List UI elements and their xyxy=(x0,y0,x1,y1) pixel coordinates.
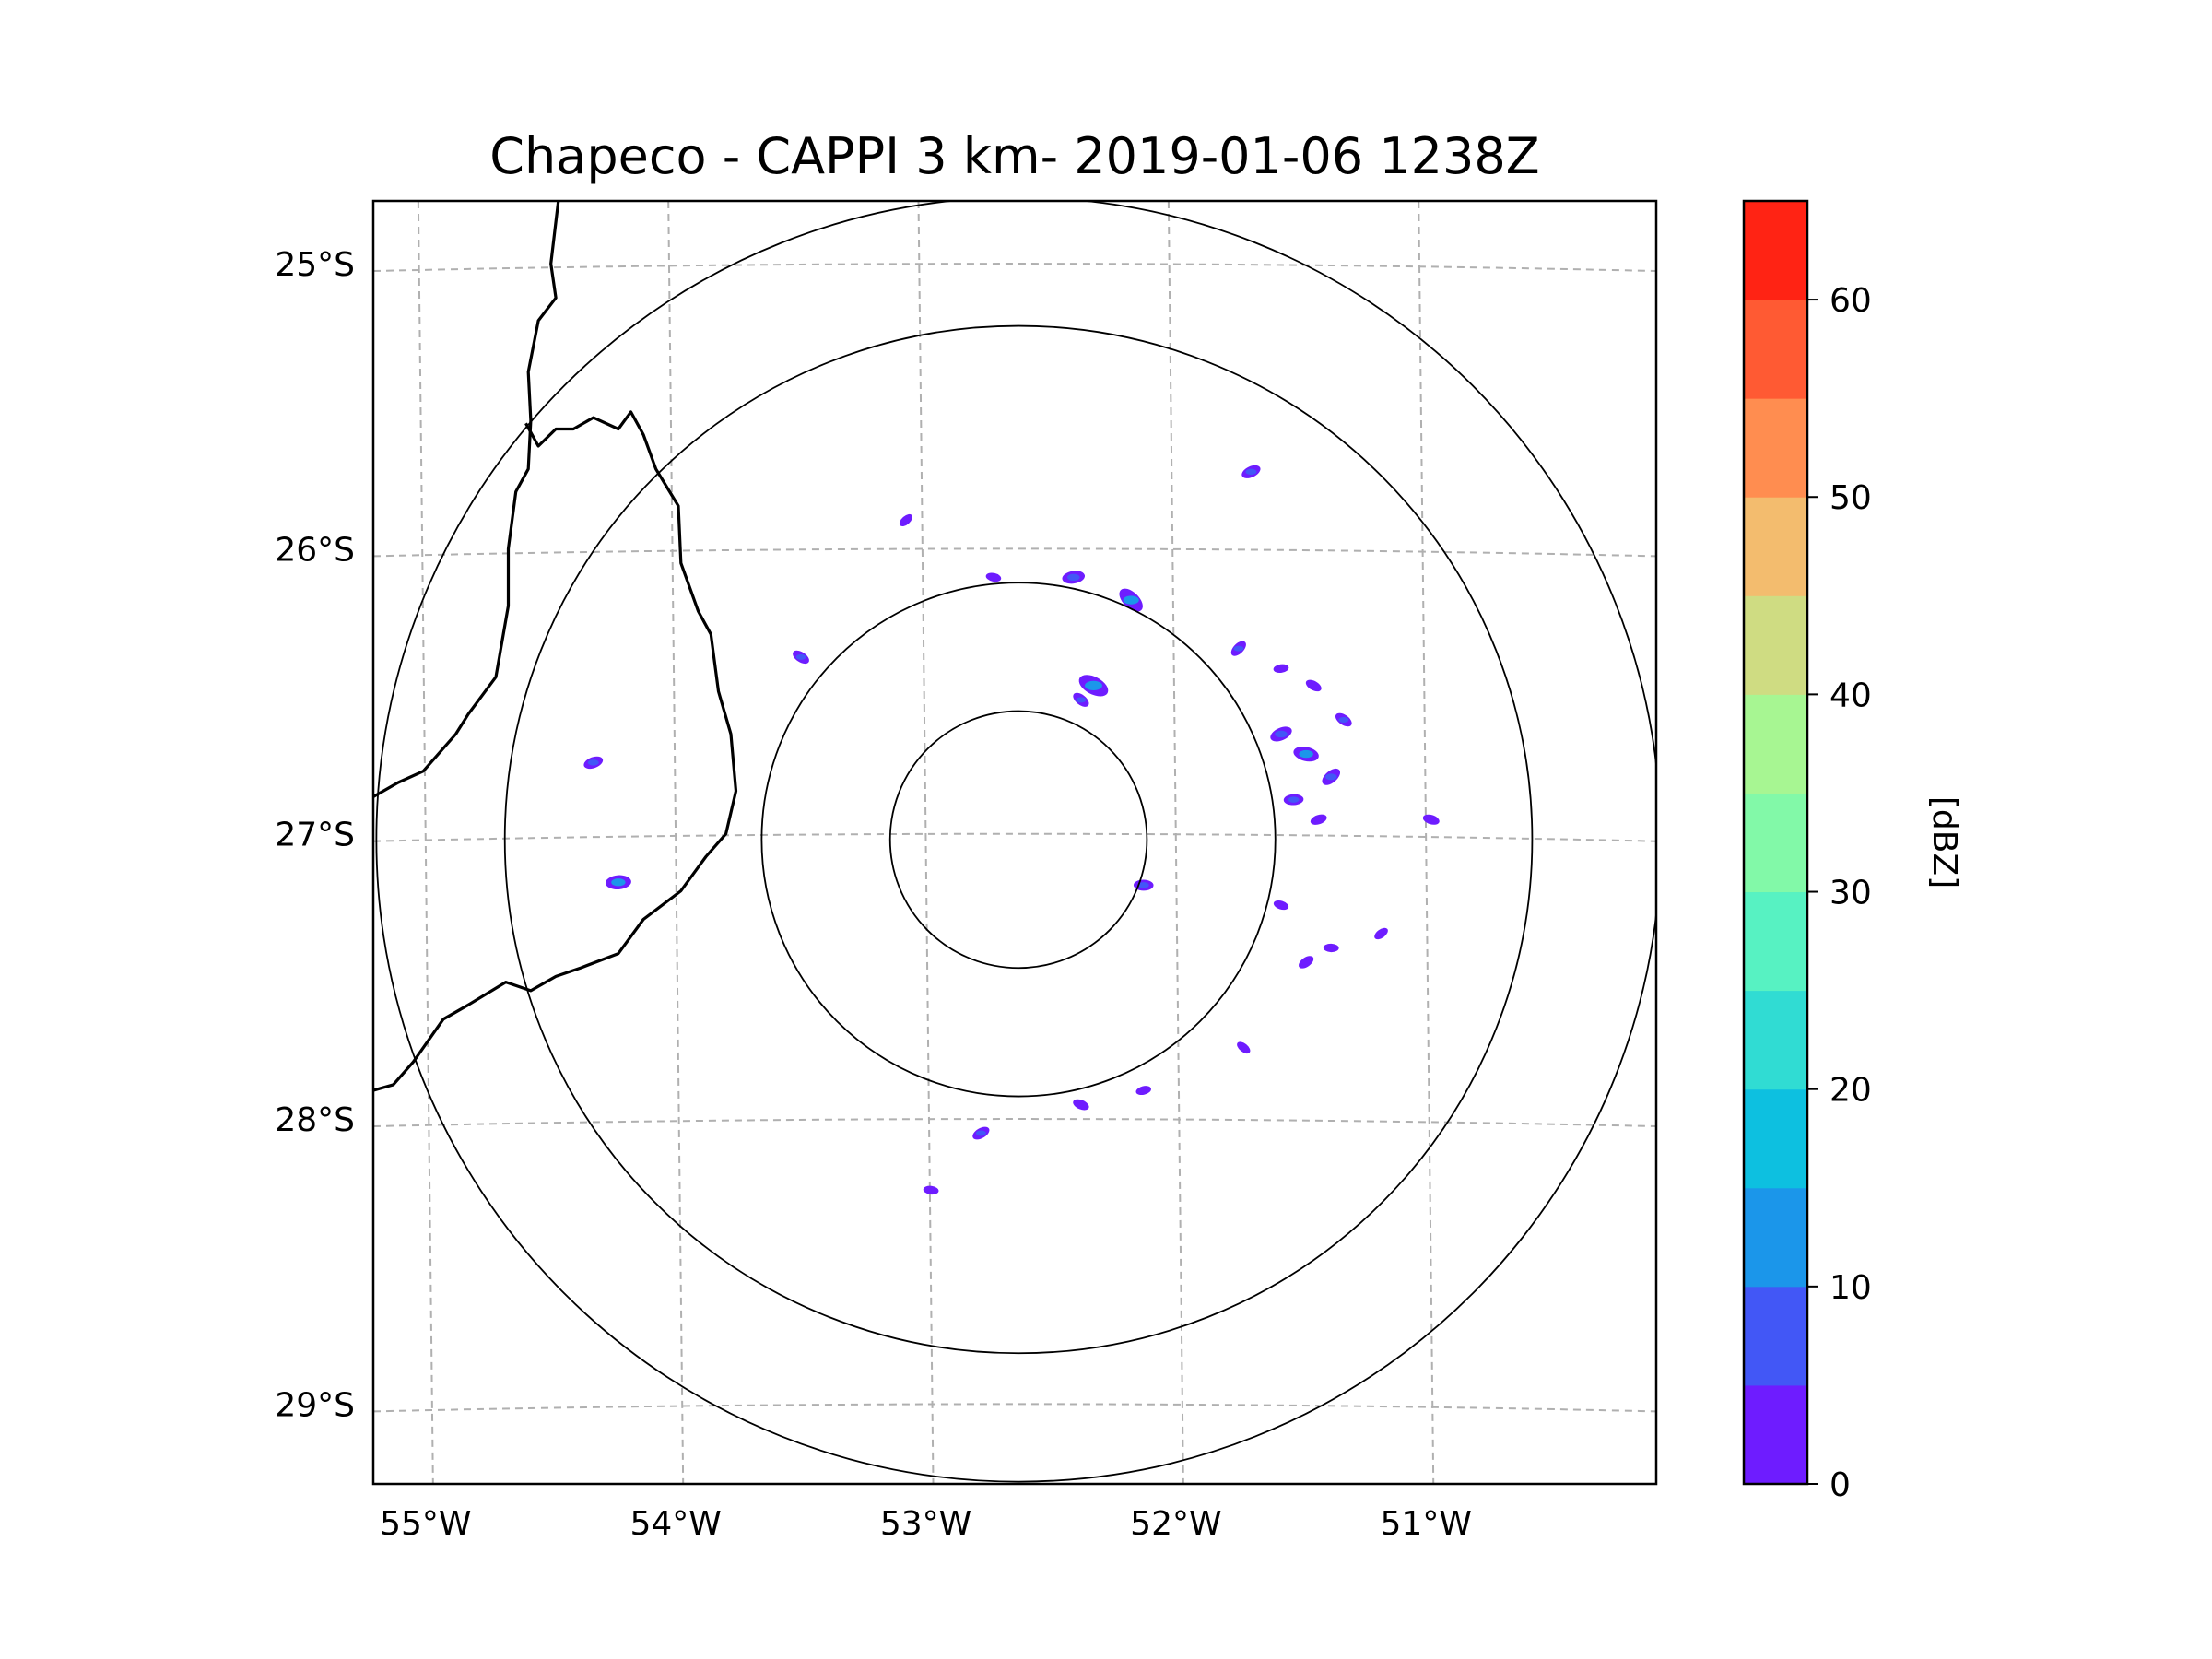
echo-cell-s-1 xyxy=(1135,1086,1151,1096)
map-frame xyxy=(371,199,1658,1486)
echo-cell-se-4 xyxy=(1237,1041,1251,1054)
colorbar-band xyxy=(1744,990,1807,1090)
echo-cell-s-4 xyxy=(923,1185,939,1195)
map-background xyxy=(373,201,1656,1484)
colorbar-tick-label: 10 xyxy=(1830,1269,1872,1307)
colorbar-band xyxy=(1744,694,1807,794)
echo-cell-s-3-core xyxy=(975,1130,986,1136)
echo-cell-inner-1-core xyxy=(1137,882,1149,888)
political-borders xyxy=(373,201,738,1092)
colorbar-band xyxy=(1744,1088,1807,1189)
radar-echoes xyxy=(583,465,1440,1195)
chart-title: Chapeco - CAPPI 3 km- 2019-01-06 1238Z xyxy=(489,127,1539,185)
echo-cell-n-2-core xyxy=(1066,573,1080,582)
lat-tick-label: 28°S xyxy=(275,1101,355,1139)
range-ring-200km xyxy=(503,324,1534,1355)
colorbar-tick-label: 40 xyxy=(1830,677,1872,714)
colorbar-tick-label: 0 xyxy=(1830,1466,1851,1504)
lat-tick-label: 26°S xyxy=(275,531,355,569)
echo-cell-se-3 xyxy=(1323,943,1339,953)
colorbar-band xyxy=(1744,1187,1807,1288)
latitude-tick-labels: 25°S 26°S 27°S 28°S 29°S xyxy=(275,246,355,1424)
colorbar-band xyxy=(1744,398,1807,498)
range-ring-250km xyxy=(375,201,1656,1483)
echo-cell-nw-2 xyxy=(899,513,912,526)
echo-cell-n-4-core xyxy=(1245,468,1257,476)
colorbar-band xyxy=(1744,1286,1807,1386)
echo-cell-se-2 xyxy=(1299,956,1314,969)
colorbar-band xyxy=(1744,300,1807,399)
echo-cell-far-e-1 xyxy=(1422,814,1440,825)
echo-cell-e-5-core xyxy=(1338,716,1349,723)
colorbar-band xyxy=(1744,497,1807,596)
colorbar: 0 10 20 30 40 50 60 [dBZ] xyxy=(1742,199,1963,1504)
colorbar-band xyxy=(1744,1384,1807,1485)
colorbar-frame xyxy=(1742,199,1809,1486)
echo-cell-w-2-core xyxy=(795,653,806,660)
echo-cell-nw-1 xyxy=(985,572,1002,582)
lat-tick-label: 25°S xyxy=(275,246,355,284)
argentina-paraguay-border xyxy=(373,201,560,798)
colorbar-band xyxy=(1744,793,1807,893)
lat-tick-label: 29°S xyxy=(275,1386,355,1424)
colorbar-label: [dBZ] xyxy=(1925,796,1963,888)
echo-cell-w-1-core xyxy=(611,878,626,887)
colorbar-tick-label: 30 xyxy=(1830,875,1872,912)
lat-tick-label: 27°S xyxy=(275,817,355,854)
echo-cell-se-1 xyxy=(1273,900,1289,911)
echo-cell-ne-2 xyxy=(1273,664,1289,674)
echo-cell-ne-3 xyxy=(1305,679,1322,692)
range-ring-100km xyxy=(760,582,1277,1098)
lon-tick-label: 53°W xyxy=(880,1505,971,1543)
argentina-brazil-border xyxy=(373,410,738,1092)
colorbar-tick-label: 60 xyxy=(1830,282,1872,320)
echo-cell-far-e-2 xyxy=(1374,927,1388,940)
longitude-tick-labels: 55°W 54°W 53°W 52°W 51°W xyxy=(380,1505,1472,1543)
echo-cell-e-6 xyxy=(1310,814,1327,825)
colorbar-band xyxy=(1744,201,1807,300)
lon-tick-label: 55°W xyxy=(380,1505,471,1543)
echo-cell-e-3-core xyxy=(1324,773,1337,781)
colorbar-tick-label: 50 xyxy=(1830,479,1872,517)
echo-cell-e-1-core xyxy=(1275,730,1288,738)
lon-tick-label: 51°W xyxy=(1381,1505,1472,1543)
echo-cell-s-2 xyxy=(1073,1099,1089,1111)
colorbar-tick-label: 20 xyxy=(1830,1072,1872,1110)
echo-cell-ne-1-core xyxy=(1233,645,1244,652)
range-rings xyxy=(375,201,1656,1483)
map-area: 55°W 54°W 53°W 52°W 51°W 25°S 26°S 27°S 28°S 29°… xyxy=(275,199,1658,1543)
echo-cell-n-1-core xyxy=(1123,595,1139,605)
lon-tick-label: 54°W xyxy=(629,1505,721,1543)
echo-cell-inner-2-core xyxy=(1076,697,1087,703)
echo-cell-n-3-core xyxy=(1085,680,1102,691)
colorbar-band xyxy=(1744,595,1807,695)
lon-tick-label: 52°W xyxy=(1130,1505,1221,1543)
colorbar-band xyxy=(1744,891,1807,992)
range-ring-50km xyxy=(888,710,1148,970)
echo-cell-e-4-core xyxy=(1288,796,1300,803)
echo-cell-e-2-core xyxy=(1299,749,1313,759)
echo-cell-w-3-core xyxy=(587,759,599,766)
colorbar-ticks: 0 10 20 30 40 50 60 xyxy=(1807,282,1872,1504)
colorbar-bands xyxy=(1744,201,1807,1485)
